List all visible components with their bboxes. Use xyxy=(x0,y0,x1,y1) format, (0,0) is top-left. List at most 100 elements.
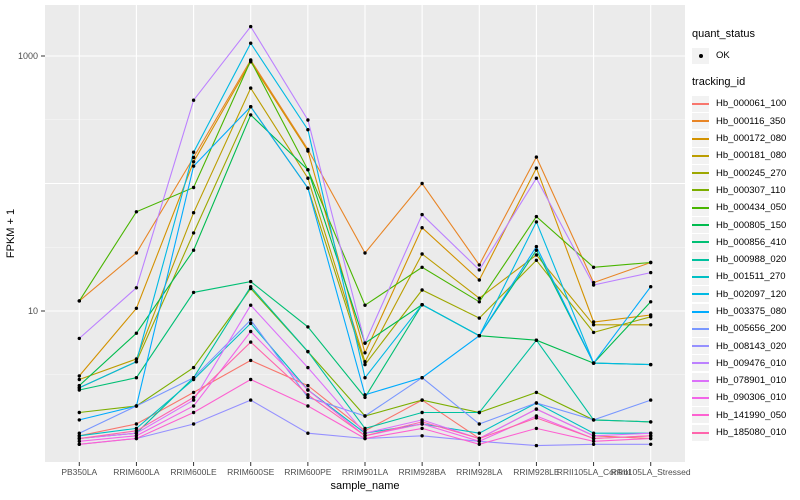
x-tick-label: RRIM600LA xyxy=(113,467,160,477)
data-point xyxy=(363,351,367,355)
legend-item-Hb_000434_050: Hb_000434_050 xyxy=(692,199,798,216)
data-point xyxy=(363,414,367,418)
legend-item-Hb_078901_010: Hb_078901_010 xyxy=(692,372,798,389)
data-point xyxy=(77,442,82,446)
data-point xyxy=(477,439,481,443)
data-point xyxy=(306,388,310,392)
data-point xyxy=(191,365,196,370)
data-point xyxy=(649,323,653,327)
data-point xyxy=(306,128,310,132)
x-tick-label: RRIM928LA xyxy=(456,467,503,477)
data-point xyxy=(591,283,596,287)
data-point xyxy=(306,186,310,190)
y-tick-label: 10 xyxy=(28,306,38,316)
legend-key-line xyxy=(692,338,709,355)
data-point xyxy=(534,443,539,448)
data-point xyxy=(591,418,596,422)
data-point xyxy=(191,290,196,295)
data-point xyxy=(591,434,596,438)
data-point xyxy=(249,377,253,382)
data-point xyxy=(363,360,367,364)
data-point xyxy=(77,377,82,382)
data-point xyxy=(306,149,310,153)
data-point xyxy=(534,401,539,405)
series-points-Hb_009476_010 xyxy=(77,24,653,345)
legend-item-Hb_008143_020: Hb_008143_020 xyxy=(692,337,798,355)
data-point xyxy=(249,318,253,322)
data-point xyxy=(363,376,367,380)
legend-item-Hb_000116_350: Hb_000116_350 xyxy=(692,113,798,130)
series-points-Hb_185080_010 xyxy=(77,340,653,441)
data-point xyxy=(420,252,424,256)
legend-key-line xyxy=(692,147,709,164)
data-point xyxy=(591,442,596,446)
data-point xyxy=(420,181,424,186)
data-point xyxy=(134,210,139,214)
data-point xyxy=(249,358,253,363)
data-point xyxy=(249,303,253,307)
legend-key-line xyxy=(692,234,709,251)
x-tick-label: RRIM928LE xyxy=(513,467,560,477)
legend-label: Hb_000434_050 xyxy=(716,202,787,214)
data-point xyxy=(363,362,367,367)
legend-label: Hb_009476_010 xyxy=(716,357,787,369)
data-point xyxy=(649,442,653,446)
data-point xyxy=(591,323,596,327)
legend-key-line xyxy=(692,355,709,372)
data-point xyxy=(363,251,367,255)
data-point xyxy=(191,395,196,400)
data-point xyxy=(306,365,310,370)
data-point xyxy=(534,176,539,180)
data-point xyxy=(534,166,539,170)
data-point xyxy=(191,231,196,235)
data-point xyxy=(420,434,424,438)
legend-label: Hb_000805_150 xyxy=(716,219,787,231)
legend-title-tracking-id: tracking_id xyxy=(692,76,746,89)
data-point xyxy=(534,244,539,249)
legend-label: Hb_000061_100 xyxy=(716,98,787,110)
data-point xyxy=(249,113,253,117)
line-swatch-icon xyxy=(692,241,709,244)
legend-key-line xyxy=(692,217,709,234)
data-point xyxy=(306,349,310,354)
line-swatch-icon xyxy=(692,189,709,192)
x-tick-label: RRIM600LE xyxy=(170,467,217,477)
data-point xyxy=(534,416,539,420)
data-point xyxy=(363,436,367,441)
data-point xyxy=(649,362,653,367)
data-point xyxy=(77,418,82,422)
line-swatch-icon xyxy=(692,258,709,261)
data-point xyxy=(649,300,653,304)
line-swatch-icon xyxy=(692,362,709,365)
data-point xyxy=(191,410,196,415)
data-point xyxy=(249,329,253,334)
data-point xyxy=(134,331,139,335)
data-point xyxy=(591,320,596,324)
line-swatch-icon xyxy=(692,224,709,227)
data-point xyxy=(649,270,653,275)
legend-key-line xyxy=(692,268,709,285)
data-point xyxy=(306,404,310,408)
data-point xyxy=(306,176,310,180)
x-tick-label: RRII105LA_Control xyxy=(557,467,631,477)
data-point xyxy=(134,360,139,364)
data-point xyxy=(134,429,139,433)
data-point xyxy=(306,431,310,435)
data-point xyxy=(420,288,424,292)
legend-item-Hb_000805_150: Hb_000805_150 xyxy=(692,216,798,234)
legend-label: Hb_000856_410 xyxy=(716,236,787,248)
legend-key-line xyxy=(692,95,709,112)
data-point xyxy=(134,357,139,361)
data-point xyxy=(420,265,424,269)
data-point xyxy=(477,442,481,446)
data-point xyxy=(649,434,653,438)
legend-key-line xyxy=(692,251,709,268)
data-point xyxy=(191,164,196,168)
data-point xyxy=(249,279,253,284)
data-point xyxy=(134,431,139,435)
data-point xyxy=(77,434,82,438)
data-point xyxy=(363,303,367,307)
line-swatch-icon xyxy=(692,293,709,296)
line-swatch-icon xyxy=(692,414,709,417)
data-point xyxy=(191,211,196,215)
